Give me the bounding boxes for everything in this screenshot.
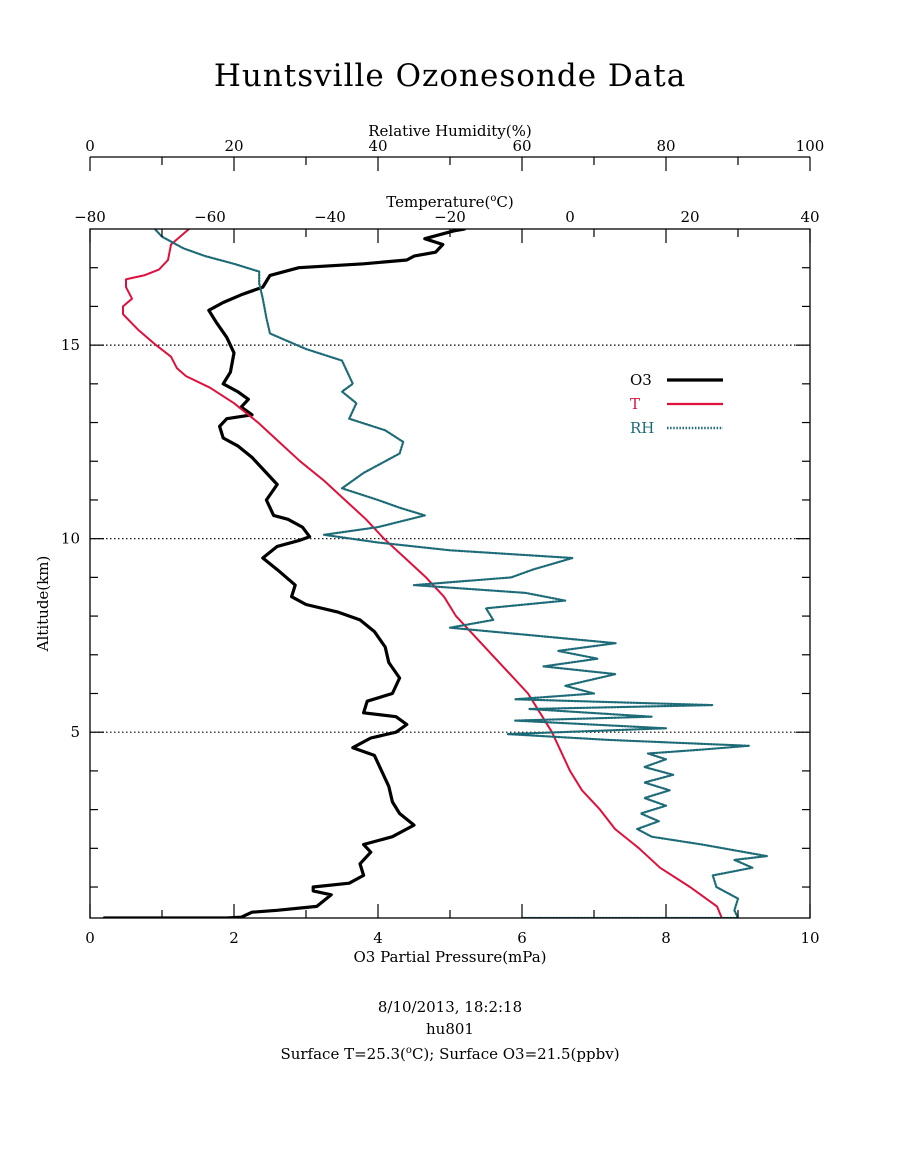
footer-surface-prefix: Surface T=25.3( [280,1045,406,1063]
rh-tick-label-100: 100 [796,137,825,155]
temp-tick-label-m20: −20 [434,208,466,226]
temp-tick-label-m80: −80 [74,208,106,226]
rh-tick-label-80: 80 [656,137,675,155]
rh-tick-label-60: 60 [512,137,531,155]
series-rh-line [153,229,768,918]
temp-tick-label-0: 0 [565,208,575,226]
bottom-tick-label-0: 0 [85,929,95,947]
plot-frame [89,228,811,919]
series-t-line [122,229,723,918]
temp-tick-label-40: 40 [800,208,819,226]
temp-axis-title-suffix: C) [496,193,513,211]
rh-tick-label-40: 40 [368,137,387,155]
bottom-tick-label-2: 2 [229,929,239,947]
bottom-tick-label-6: 6 [517,929,527,947]
y-tick-label-10: 10 [61,530,80,548]
rh-axis-title: Relative Humidity(%) [368,122,531,140]
footer-surface-values: Surface T=25.3(oC); Surface O3=21.5(ppbv… [0,1040,900,1065]
legend-label-t: T [630,395,640,413]
bottom-tick-label-4: 4 [373,929,383,947]
y-tick-label-15: 15 [61,336,80,354]
rh-tick-label-0: 0 [85,137,95,155]
legend-label-o3: O3 [630,371,652,389]
temp-axis-title-sup: o [490,193,496,204]
temp-axis-title-prefix: Temperature( [386,193,490,211]
footer-station-id: hu801 [426,1020,474,1038]
chart-footer: 8/10/2013, 18:2:18 hu801 Surface T=25.3(… [0,996,900,1065]
y-axis-title: Altitude(km) [34,556,52,653]
legend-label-rh: RH [630,419,654,437]
bottom-tick-label-8: 8 [661,929,671,947]
temp-tick-label-m40: −40 [314,208,346,226]
bottom-tick-label-10: 10 [800,929,819,947]
footer-surface-suffix: C); Surface O3=21.5(ppbv) [411,1045,620,1063]
y-tick-label-5: 5 [70,723,80,741]
chart-title: Huntsville Ozonesonde Data [213,58,687,94]
temp-tick-label-20: 20 [680,208,699,226]
bottom-axis-title: O3 Partial Pressure(mPa) [353,948,546,966]
rh-tick-label-20: 20 [224,137,243,155]
series-o3-line [102,229,466,918]
temp-tick-label-m60: −60 [194,208,226,226]
footer-degree-sup: o [405,1045,412,1056]
temp-axis-title: Temperature(oC) [386,193,514,211]
footer-date: 8/10/2013, 18:2:18 [377,998,523,1016]
